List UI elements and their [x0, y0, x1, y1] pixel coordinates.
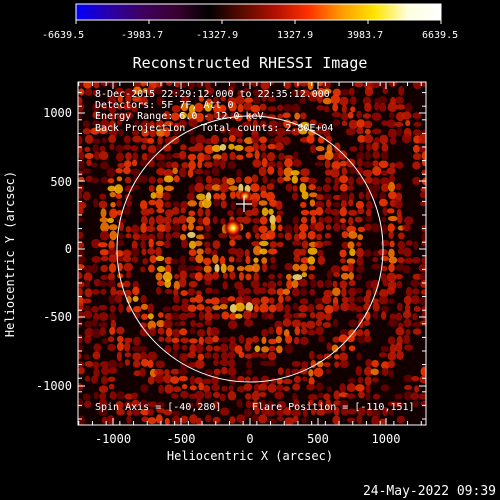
x-tick-label: 500	[307, 432, 329, 446]
colorbar-labels: -6639.5 -3983.7 -1327.9 1327.9 3983.7 66…	[42, 30, 458, 41]
plot-frame	[77, 81, 427, 426]
flare-position-text: Flare Position = [-110,151]	[252, 402, 415, 413]
y-tick-labels: 1000 500 0 -500 -1000	[36, 106, 72, 393]
flare-position-marker	[236, 196, 252, 212]
colorbar-label-5: 3983.7	[347, 30, 383, 41]
info-detectors: Detectors: 5F 7F, Att 0	[95, 100, 233, 111]
colorbar-label-1: -6639.5	[42, 30, 84, 41]
y-axis-label: Heliocentric Y (arcsec)	[3, 171, 17, 337]
colorbar	[75, 3, 442, 21]
x-tick-label: -1000	[95, 432, 131, 446]
info-method: Back Projection	[95, 123, 185, 134]
y-tick-label: -1000	[36, 379, 72, 393]
y-tick-label: 500	[50, 175, 72, 189]
x-tick-labels: -1000 -500 0 500 1000	[95, 432, 401, 446]
info-energy-range: Energy Range: 6.0 - 12.0 keV	[95, 111, 264, 122]
solar-limb-circle	[116, 115, 384, 383]
x-tick-label: 0	[246, 432, 253, 446]
spin-axis-text: Spin Axis = [-40,280]	[95, 402, 221, 413]
y-tick-label: 1000	[43, 106, 72, 120]
colorbar-ticks	[75, 20, 442, 24]
colorbar-label-3: -1327.9	[196, 30, 238, 41]
x-axis-label: Heliocentric X (arcsec)	[167, 449, 333, 463]
x-tick-label: -500	[167, 432, 196, 446]
colorbar-label-6: 6639.5	[422, 30, 458, 41]
rhessi-image	[78, 82, 426, 425]
y-tick-label: 0	[65, 242, 72, 256]
footer-info: Spin Axis = [-40,280] Flare Position = […	[95, 402, 415, 413]
plot-title: Reconstructed RHESSI Image	[133, 54, 368, 72]
info-total-counts: Total counts: 2.80E+04	[201, 123, 333, 134]
info-block: 8-Dec-2015 22:29:12.000 to 22:35:12.000 …	[95, 89, 333, 134]
x-tick-label: 1000	[372, 432, 401, 446]
timestamp: 24-May-2022 09:39	[363, 484, 496, 499]
colorbar-label-2: -3983.7	[121, 30, 163, 41]
axis-ticks	[78, 82, 426, 425]
y-tick-label: -500	[43, 310, 72, 324]
colorbar-label-4: 1327.9	[277, 30, 313, 41]
info-time-range: 8-Dec-2015 22:29:12.000 to 22:35:12.000	[95, 89, 330, 100]
